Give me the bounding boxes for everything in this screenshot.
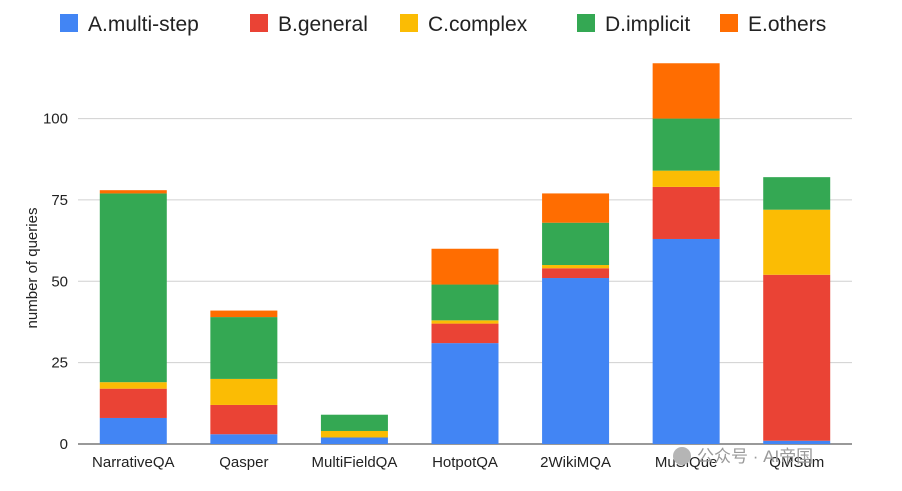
y-axis-ticks: 0 25 50 75 100: [43, 111, 68, 453]
bar-musique-a-multi-step: [652, 238, 720, 444]
y-tick-label: 0: [60, 436, 68, 453]
bar-musique-c-complex: [652, 170, 720, 187]
y-tick-label: 75: [51, 192, 68, 209]
legend-swatch-a-multi-step: [60, 14, 78, 32]
bar-musique-d-implicit: [652, 118, 720, 171]
bar-hotpotqa-b-general: [431, 323, 499, 344]
legend-label-a-multi-step: A.multi-step: [88, 13, 199, 36]
bar-narrativeqa-e-others: [99, 190, 167, 194]
bar-qasper-b-general: [210, 404, 278, 435]
legend: A.multi-step B.general C.complex D.implicit…: [60, 13, 826, 36]
bar-2wikimqa-e-others: [542, 193, 610, 223]
bar-qmsum-d-implicit: [763, 177, 831, 210]
legend-swatch-c-complex: [400, 14, 418, 32]
x-tick-hotpotqa: HotpotQA: [432, 454, 498, 471]
legend-label-d-implicit: D.implicit: [605, 13, 690, 36]
bar-2wikimqa-d-implicit: [542, 222, 610, 266]
bar-hotpotqa-d-implicit: [431, 284, 499, 321]
bar-qmsum-a-multi-step: [763, 440, 831, 444]
watermark: 公众号 · AI帝国: [673, 447, 813, 466]
bar-hotpotqa-e-others: [431, 248, 499, 285]
wechat-icon: [673, 447, 691, 465]
bar-2wikimqa-b-general: [542, 268, 610, 279]
x-tick-multifieldqa: MultiFieldQA: [311, 454, 397, 471]
bar-qasper-a-multi-step: [210, 434, 278, 444]
y-tick-label: 25: [51, 355, 68, 372]
bar-qmsum-c-complex: [763, 209, 831, 275]
bar-narrativeqa-d-implicit: [99, 193, 167, 383]
bar-multifieldqa-d-implicit: [320, 414, 388, 431]
legend-swatch-b-general: [250, 14, 268, 32]
y-axis-label: number of queries: [24, 208, 41, 329]
y-tick-label: 100: [43, 111, 68, 128]
x-tick-2wikimqa: 2WikiMQA: [540, 454, 611, 471]
legend-label-c-complex: C.complex: [428, 13, 528, 36]
bar-narrativeqa-b-general: [99, 388, 167, 418]
bar-qasper-c-complex: [210, 378, 278, 405]
legend-label-e-others: E.others: [748, 13, 826, 36]
bar-qmsum-b-general: [763, 274, 831, 441]
bar-qasper-d-implicit: [210, 317, 278, 379]
bar-hotpotqa-a-multi-step: [431, 343, 499, 444]
bar-hotpotqa-c-complex: [431, 320, 499, 324]
bar-narrativeqa-c-complex: [99, 382, 167, 389]
legend-swatch-d-implicit: [577, 14, 595, 32]
x-tick-qmsum: QMSum: [769, 454, 824, 471]
bar-musique-e-others: [652, 63, 720, 119]
x-tick-qasper: Qasper: [219, 454, 268, 471]
bar-2wikimqa-c-complex: [542, 265, 610, 269]
legend-swatch-e-others: [720, 14, 738, 32]
bar-narrativeqa-a-multi-step: [99, 417, 167, 444]
y-tick-label: 50: [51, 273, 68, 290]
watermark-text: 公众号 · AI帝国: [697, 447, 813, 466]
bars: [99, 63, 831, 444]
bar-qasper-e-others: [210, 310, 278, 318]
x-tick-narrativeqa: NarrativeQA: [92, 454, 175, 471]
bar-multifieldqa-a-multi-step: [320, 437, 388, 444]
bar-musique-b-general: [652, 186, 720, 239]
legend-label-b-general: B.general: [278, 13, 368, 36]
bar-multifieldqa-c-complex: [320, 430, 388, 438]
bar-2wikimqa-a-multi-step: [542, 278, 610, 444]
